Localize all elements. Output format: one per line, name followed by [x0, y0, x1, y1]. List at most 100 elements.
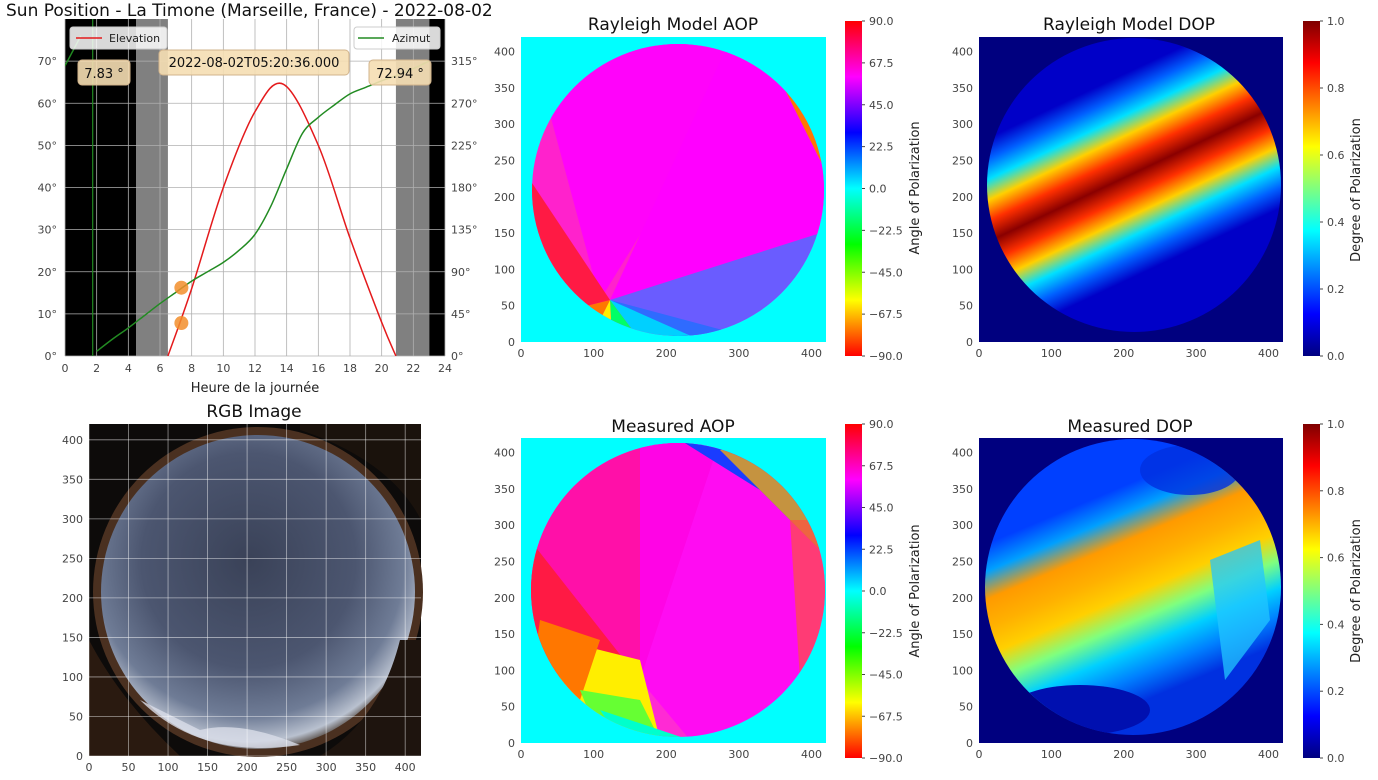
- rayleigh-dop-colorbar: [1303, 21, 1320, 356]
- colorbar-tick-label: −67.5: [869, 308, 903, 321]
- y-tick-label: 0: [508, 336, 515, 349]
- measured-aop-title: Measured AOP: [611, 417, 734, 437]
- x-tick-label: 0: [86, 761, 93, 774]
- legend-azimuth: Azimut: [353, 26, 441, 50]
- x-tick-label: 400: [1258, 748, 1279, 761]
- rayleigh-dop-colorbar-label: Degree of Polarization: [1349, 118, 1364, 262]
- colorbar-tick-label: −67.5: [869, 710, 903, 723]
- y-tick-label: 200: [494, 592, 515, 605]
- x-tick-label: 300: [728, 347, 749, 360]
- y-tick-label: 100: [952, 664, 973, 677]
- sun-x-tick-label: 16: [311, 362, 325, 375]
- x-tick-label: 100: [583, 748, 604, 761]
- measured-aop-colorbar-ticks: 90.0 67.5 45.0 22.5 0.0 −22.5 −45.0 −67.5 −90.0: [862, 418, 903, 765]
- y-tick-label: 100: [62, 671, 83, 684]
- figure-title: Sun Position - La Timone (Marseille, Fra…: [6, 1, 493, 21]
- y-tick-label: 300: [494, 118, 515, 131]
- sun-elevation-tick-label: 70°: [38, 55, 58, 68]
- colorbar-tick-label: 45.0: [869, 99, 894, 112]
- measured-aop-colorbar: [845, 424, 862, 758]
- y-tick-label: 400: [494, 447, 515, 460]
- x-tick-label: 400: [801, 748, 822, 761]
- sun-elevation-tick-label: 0°: [45, 350, 58, 363]
- y-tick-label: 200: [952, 191, 973, 204]
- sun-x-tick-label: 22: [406, 362, 420, 375]
- x-tick-label: 0: [518, 748, 525, 761]
- colorbar-tick-label: 22.5: [869, 543, 894, 556]
- x-tick-label: 200: [1113, 748, 1134, 761]
- sun-azimuth-tick-label: 0°: [451, 350, 464, 363]
- x-tick-label: 0: [976, 347, 983, 360]
- measured-dop-panel: Measured DOP 0 100 200 300 400 0 50 100 150 200 2…: [952, 417, 1364, 765]
- rayleigh-aop-panel: Rayleigh Model AOP 0 100 200 300 400 0 50 100 1…: [494, 15, 923, 363]
- colorbar-tick-label: 0.0: [869, 585, 887, 598]
- sun-azimuth-tick-label: 315°: [451, 55, 478, 68]
- timestamp-readout-text: 2022-08-02T05:20:36.000: [169, 56, 340, 71]
- x-tick-label: 200: [656, 347, 677, 360]
- sun-azimuth-tick-label: 225°: [451, 139, 478, 152]
- y-tick-label: 200: [952, 592, 973, 605]
- colorbar-tick-label: 0.0: [1327, 752, 1345, 765]
- x-tick-label: 400: [801, 347, 822, 360]
- y-tick-label: 300: [952, 519, 973, 532]
- colorbar-tick-label: 67.5: [869, 57, 894, 70]
- y-tick-label: 50: [501, 300, 515, 313]
- sun-elevation-tick-label: 40°: [38, 182, 58, 195]
- y-tick-label: 250: [952, 154, 973, 167]
- y-tick-label: 250: [494, 555, 515, 568]
- x-tick-label: 300: [316, 761, 337, 774]
- rayleigh-dop-panel: Rayleigh Model DOP 0 100 200 300 400 0 50 100 1…: [952, 15, 1364, 363]
- colorbar-tick-label: 0.6: [1327, 149, 1345, 162]
- measured-dop-title: Measured DOP: [1067, 417, 1192, 437]
- x-tick-label: 50: [122, 761, 136, 774]
- y-tick-label: 50: [959, 300, 973, 313]
- sun-x-tick-label: 18: [343, 362, 357, 375]
- sun-azimuth-tick-label: 90°: [451, 266, 471, 279]
- sun-elevation-tick-label: 30°: [38, 224, 58, 237]
- measured-aop-panel: Measured AOP 0 100 200 300 400 0 50 100 150 200 2…: [494, 417, 923, 765]
- y-tick-label: 150: [494, 628, 515, 641]
- y-tick-label: 400: [494, 46, 515, 59]
- measured-dop-colorbar: [1303, 424, 1320, 758]
- elevation-readout-text: 7.83 °: [84, 67, 124, 82]
- x-tick-label: 100: [583, 347, 604, 360]
- x-tick-label: 0: [518, 347, 525, 360]
- y-tick-label: 50: [69, 710, 83, 723]
- sun-x-tick-label: 24: [438, 362, 452, 375]
- sun-azimuth-tick-label: 135°: [451, 224, 478, 237]
- y-tick-label: 350: [952, 483, 973, 496]
- y-tick-label: 100: [494, 263, 515, 276]
- rayleigh-aop-x-ticks: 0 100 200 300 400: [518, 347, 822, 360]
- x-tick-label: 100: [1041, 748, 1062, 761]
- rayleigh-aop-colorbar: [845, 21, 862, 356]
- colorbar-tick-label: 0.2: [1327, 685, 1345, 698]
- sun-azimuth-tick-label: 180°: [451, 182, 478, 195]
- sun-x-tick-label: 12: [248, 362, 262, 375]
- rayleigh-dop-title: Rayleigh Model DOP: [1043, 15, 1215, 35]
- x-tick-label: 400: [395, 761, 416, 774]
- legend-elevation-label: Elevation: [109, 32, 160, 45]
- x-tick-label: 100: [1041, 347, 1062, 360]
- sun-x-axis-label: Heure de la journée: [191, 381, 319, 396]
- colorbar-tick-label: 0.4: [1327, 216, 1345, 229]
- x-tick-label: 200: [237, 761, 258, 774]
- elevation-readout: 7.83 °: [77, 59, 131, 86]
- colorbar-tick-label: 0.2: [1327, 283, 1345, 296]
- sun-position-chart: 0 2 4 6 8 10 12 14 16 18 20 22 24 0°10°20°30°40°50°6…: [38, 19, 478, 396]
- x-tick-label: 150: [197, 761, 218, 774]
- rgb-gridlines: [88, 424, 421, 757]
- x-tick-label: 250: [276, 761, 297, 774]
- y-tick-label: 400: [952, 46, 973, 59]
- sun-x-tick-label: 0: [62, 362, 69, 375]
- y-tick-label: 150: [952, 628, 973, 641]
- sun-azimuth-marker: [174, 280, 189, 295]
- y-tick-label: 300: [494, 519, 515, 532]
- x-tick-label: 300: [1186, 347, 1207, 360]
- rayleigh-dop-colorbar-ticks: 1.0 0.8 0.6 0.4 0.2 0.0: [1320, 15, 1345, 363]
- sun-elevation-tick-label: 60°: [38, 97, 58, 110]
- rgb-fisheye-sky: [101, 435, 415, 749]
- sun-x-tick-label: 2: [93, 362, 100, 375]
- colorbar-tick-label: 0.4: [1327, 618, 1345, 631]
- x-tick-label: 0: [976, 748, 983, 761]
